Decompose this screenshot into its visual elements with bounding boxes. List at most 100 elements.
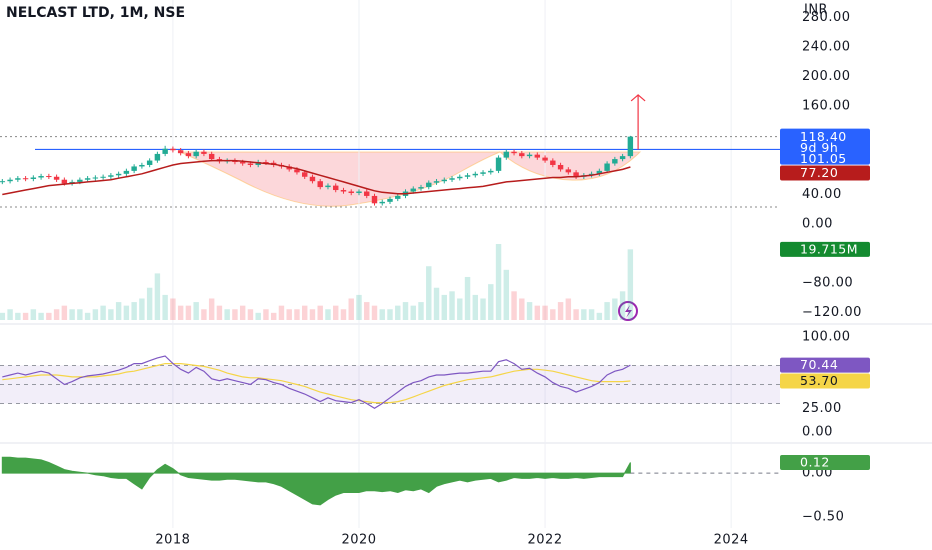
y-tick-label: −0.50 <box>802 510 844 525</box>
rsi-line <box>2 363 631 404</box>
volume-bar <box>418 302 424 320</box>
candle-body <box>208 153 215 160</box>
x-tick-label: 2022 <box>528 533 563 548</box>
volume-bar <box>604 302 610 320</box>
value-label: 0.12 <box>800 455 830 470</box>
candle-body <box>30 177 37 179</box>
value-label: 70.44 <box>800 357 838 372</box>
candle-body <box>263 162 269 164</box>
volume-bar <box>208 298 215 320</box>
candle-body <box>325 185 331 188</box>
candle-body <box>356 191 362 193</box>
candle-body <box>612 159 618 164</box>
volume-bar <box>162 294 168 320</box>
candle-body <box>115 173 122 176</box>
candle-body <box>596 170 603 174</box>
x-tick-label: 2020 <box>341 533 376 548</box>
candle-body <box>557 164 564 170</box>
candle-body <box>573 172 579 177</box>
volume-bar <box>519 298 525 320</box>
candle-body <box>488 170 494 173</box>
volume-bar <box>139 298 145 320</box>
volume-bar <box>255 312 261 320</box>
moving-average <box>2 159 631 196</box>
volume-bar <box>472 294 479 320</box>
chart-title: NELCAST LTD, 1M, NSE <box>6 5 185 21</box>
candle-body <box>627 136 634 157</box>
volume-bar <box>325 309 331 320</box>
value-label: 77.20 <box>800 165 838 180</box>
y-tick-label: 0.00 <box>802 425 833 440</box>
volume-bar <box>464 276 471 320</box>
candle-body <box>123 170 130 174</box>
candle-body <box>22 178 29 180</box>
currency-label: INR <box>804 3 828 18</box>
candle-body <box>426 182 432 188</box>
volume-bar <box>177 305 184 320</box>
volume-bar <box>581 309 587 320</box>
volume-bar <box>426 266 432 320</box>
y-tick-label: 40.00 <box>802 187 842 202</box>
value-label-box <box>780 241 870 257</box>
candle-body <box>534 154 541 158</box>
alert-icon-bolt <box>625 305 632 318</box>
volume-bar <box>185 305 192 320</box>
volume-bar <box>263 309 269 320</box>
volume-bar <box>309 309 316 320</box>
volume-bar <box>356 294 362 320</box>
volume-bar <box>480 298 486 320</box>
y-tick-label: 160.00 <box>802 98 851 113</box>
candle-body <box>379 201 385 204</box>
volume-bar <box>387 309 393 320</box>
candle-body <box>177 150 184 154</box>
candle-body <box>100 176 106 178</box>
volume-bar <box>379 309 385 320</box>
volume-bar <box>441 294 447 320</box>
candle-body <box>247 163 254 165</box>
candle-body <box>387 198 393 202</box>
target-arrow-head <box>630 94 646 102</box>
volume-bar <box>115 302 122 320</box>
volume-bar <box>270 312 277 320</box>
volume-bar <box>123 305 130 320</box>
volume-bar <box>333 305 339 320</box>
candle-body <box>108 175 114 177</box>
volume-bar <box>402 302 409 320</box>
candle-body <box>154 153 161 161</box>
indicator-area <box>1 456 631 506</box>
volume-bar <box>193 302 199 320</box>
candle-body <box>418 187 424 189</box>
volume-bar <box>92 309 99 320</box>
rsi-line <box>2 355 631 410</box>
volume-bar <box>612 298 618 320</box>
candle-body <box>131 166 137 171</box>
value-label-box <box>780 455 870 471</box>
value-label: 53.70 <box>800 373 838 388</box>
y-tick-label: 280.00 <box>802 10 851 25</box>
value-label-box <box>780 373 870 389</box>
volume-bar <box>38 312 44 320</box>
candle-body <box>317 181 323 188</box>
candle-body <box>449 178 455 180</box>
candle-body <box>472 173 479 176</box>
candle-body <box>395 195 401 199</box>
candle-body <box>84 178 91 180</box>
volume-bar <box>573 309 579 320</box>
candle-body <box>139 164 145 167</box>
volume-bar <box>542 305 548 320</box>
candle-body <box>294 169 300 173</box>
volume-bar <box>201 309 207 320</box>
volume-bar <box>216 305 223 320</box>
value-label: 101.05 <box>800 151 847 166</box>
volume-bar <box>495 244 502 320</box>
volume-bar <box>286 309 292 320</box>
candle-body <box>526 154 533 157</box>
volume-bar <box>69 309 75 320</box>
volume-bar <box>627 249 634 320</box>
candle-body <box>433 181 440 183</box>
candle-body <box>364 191 370 196</box>
volume-bar <box>526 302 533 320</box>
candle-body <box>511 151 517 154</box>
